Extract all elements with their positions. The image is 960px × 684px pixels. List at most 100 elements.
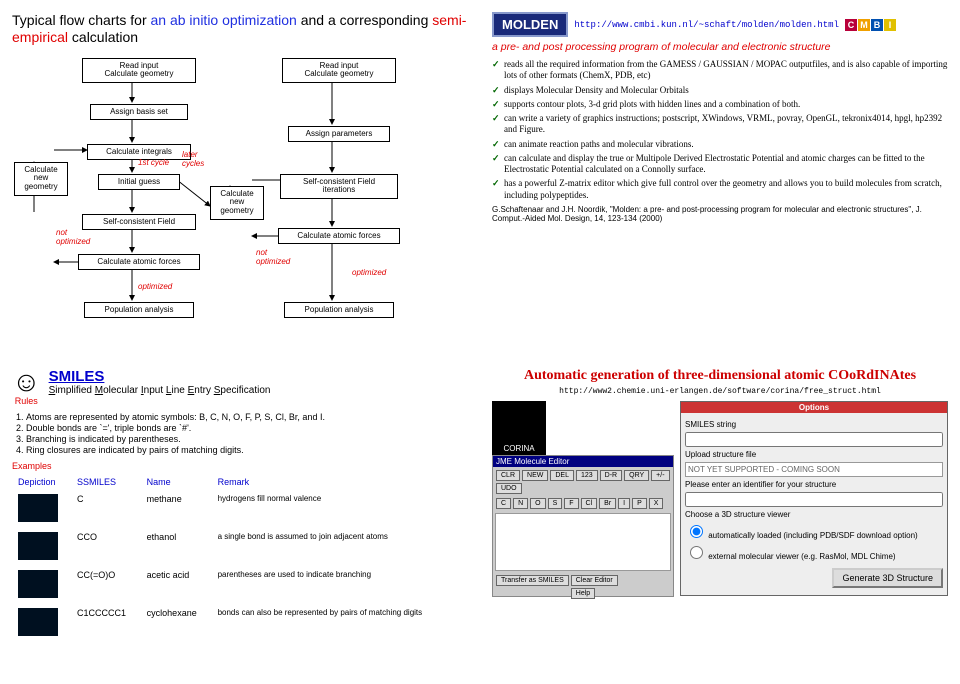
name-cell: acetic acid xyxy=(143,567,212,603)
corina-url[interactable]: http://www2.chemie.uni-erlangen.de/softw… xyxy=(492,387,948,396)
table-header: Depiction xyxy=(14,475,71,489)
rule-item: Ring closures are indicated by pairs of … xyxy=(26,445,468,455)
upload-label: Upload structure file xyxy=(685,450,943,459)
smiley-icon: ☺ xyxy=(12,368,41,396)
check-item: can animate reaction paths and molecular… xyxy=(492,139,948,150)
jme-tool-button[interactable]: NEW xyxy=(522,470,548,481)
jme-tool-button[interactable]: CLR xyxy=(496,470,520,481)
remark-cell: hydrogens fill normal valence xyxy=(214,491,466,527)
corina-title: Automatic generation of three-dimensiona… xyxy=(492,368,948,385)
rule-item: Branching is indicated by parentheses. xyxy=(26,434,468,444)
check-item: reads all the required information from … xyxy=(492,59,948,82)
box-pop-left: Population analysis xyxy=(84,302,194,319)
jme-atom-button[interactable]: I xyxy=(618,498,630,509)
label-notopt-left: notoptimized xyxy=(56,228,90,246)
check-item: displays Molecular Density and Molecular… xyxy=(492,85,948,96)
jme-atom-button[interactable]: Br xyxy=(599,498,616,509)
box-newgeo-left: Calculatenewgeometry xyxy=(14,162,68,196)
molden-logo: MOLDEN xyxy=(492,12,568,37)
box-read-left: Read inputCalculate geometry xyxy=(82,58,196,84)
jme-help-button[interactable]: Help xyxy=(571,588,595,599)
label-opt-right: optimized xyxy=(352,268,386,277)
label-notopt-right: notoptimized xyxy=(256,248,290,266)
flowchart-panel: Typical flow charts for an ab initio opt… xyxy=(8,8,472,348)
label-later-cycles: latercycles xyxy=(182,150,204,168)
depiction-thumb xyxy=(18,532,58,560)
jme-tool-button[interactable]: QRY xyxy=(624,470,649,481)
table-header: SSMILES xyxy=(73,475,141,489)
smiles-panel: ☺ Rules SMILES Simplified Molecular Inpu… xyxy=(8,364,472,647)
name-cell: methane xyxy=(143,491,212,527)
name-cell: cyclohexane xyxy=(143,605,212,641)
options-panel: Options SMILES string Upload structure f… xyxy=(680,401,948,596)
table-header: Remark xyxy=(214,475,466,489)
jme-action-button[interactable]: Transfer as SMILES xyxy=(496,575,569,586)
jme-tool-button[interactable]: UDO xyxy=(496,483,522,494)
jme-tool-button[interactable]: +/- xyxy=(651,470,669,481)
jme-title: JME Molecule Editor xyxy=(493,456,673,467)
jme-tool-button[interactable]: DEL xyxy=(550,470,574,481)
jme-editor[interactable]: JME Molecule Editor CLRNEWDEL123D-RQRY+/… xyxy=(492,455,674,597)
examples-label: Examples xyxy=(12,461,468,471)
rule-item: Atoms are represented by atomic symbols:… xyxy=(26,412,468,422)
molden-panel: MOLDEN http://www.cmbi.kun.nl/~schaft/mo… xyxy=(488,8,952,348)
rules-list: Atoms are represented by atomic symbols:… xyxy=(12,412,468,455)
rules-label: Rules xyxy=(12,396,41,406)
jme-atom-button[interactable]: N xyxy=(513,498,528,509)
smiles-table: DepictionSSMILESNameRemark Cmethanehydro… xyxy=(12,473,468,643)
check-item: can calculate and display the true or Mu… xyxy=(492,153,948,176)
rule-item: Double bonds are `=', triple bonds are `… xyxy=(26,423,468,433)
identifier-label: Please enter an identifier for your stru… xyxy=(685,480,943,489)
smiles-input-label: SMILES string xyxy=(685,420,943,429)
jme-atom-button[interactable]: P xyxy=(632,498,647,509)
viewer-opt2: external molecular viewer (e.g. RasMol, … xyxy=(708,552,895,561)
check-item: supports contour plots, 3-d grid plots w… xyxy=(492,99,948,110)
smiles-title-link[interactable]: SMILES xyxy=(49,368,105,385)
jme-tool-button[interactable]: 123 xyxy=(576,470,598,481)
jme-atom-button[interactable]: Cl xyxy=(581,498,598,509)
cmbi-logo: CMBI xyxy=(845,19,896,31)
viewer-radio-external[interactable] xyxy=(690,546,703,559)
box-forces-left: Calculate atomic forces xyxy=(78,254,200,271)
jme-tool-button[interactable]: D-R xyxy=(600,470,622,481)
molden-url[interactable]: http://www.cmbi.kun.nl/~schaft/molden/mo… xyxy=(574,20,839,30)
jme-action-button[interactable]: Clear Editor xyxy=(571,575,618,586)
smiles-cell: C xyxy=(73,491,141,527)
label-1st-cycle: 1st cycle xyxy=(138,158,169,167)
viewer-label: Choose a 3D structure viewer xyxy=(685,510,943,519)
generate-button[interactable]: Generate 3D Structure xyxy=(832,568,943,588)
viewer-opt1: automatically loaded (including PDB/SDF … xyxy=(708,531,917,540)
smiles-cell: C1CCCCC1 xyxy=(73,605,141,641)
jme-canvas[interactable] xyxy=(495,513,671,571)
viewer-radio-auto[interactable] xyxy=(690,525,703,538)
jme-atom-button[interactable]: S xyxy=(548,498,563,509)
remark-cell: bonds can also be represented by pairs o… xyxy=(214,605,466,641)
smiles-cell: CC(=O)O xyxy=(73,567,141,603)
table-row: CC(=O)Oacetic acidparentheses are used t… xyxy=(14,567,466,603)
smiles-cell: CCO xyxy=(73,529,141,565)
box-scf-left: Self-consistent Field xyxy=(82,214,196,231)
jme-atom-button[interactable]: F xyxy=(564,498,578,509)
jme-atom-button[interactable]: O xyxy=(530,498,545,509)
jme-atom-button[interactable]: X xyxy=(649,498,664,509)
box-read-right: Read inputCalculate geometry xyxy=(282,58,396,84)
flowchart-title: Typical flow charts for an ab initio opt… xyxy=(12,12,468,46)
molden-checks: reads all the required information from … xyxy=(492,59,948,201)
corina-logo: CORINA xyxy=(492,401,546,455)
check-item: has a powerful Z-matrix editor which giv… xyxy=(492,178,948,201)
depiction-thumb xyxy=(18,608,58,636)
box-guess: Initial guess xyxy=(98,174,180,191)
molden-subtitle: a pre- and post processing program of mo… xyxy=(492,41,948,53)
smiles-input[interactable] xyxy=(685,432,943,447)
box-newgeo-right: Calculatenewgeometry xyxy=(210,186,264,220)
smiles-subtitle: Simplified Molecular Input Line Entry Sp… xyxy=(49,385,271,396)
box-params: Assign parameters xyxy=(288,126,390,143)
box-basis: Assign basis set xyxy=(90,104,188,121)
identifier-input[interactable] xyxy=(685,492,943,507)
jme-atom-button[interactable]: C xyxy=(496,498,511,509)
remark-cell: a single bond is assumed to join adjacen… xyxy=(214,529,466,565)
upload-notyet: NOT YET SUPPORTED - COMING SOON xyxy=(685,462,943,477)
box-forces-right: Calculate atomic forces xyxy=(278,228,400,245)
flow-area: Read inputCalculate geometry Read inputC… xyxy=(12,54,468,344)
check-item: can write a variety of graphics instruct… xyxy=(492,113,948,136)
